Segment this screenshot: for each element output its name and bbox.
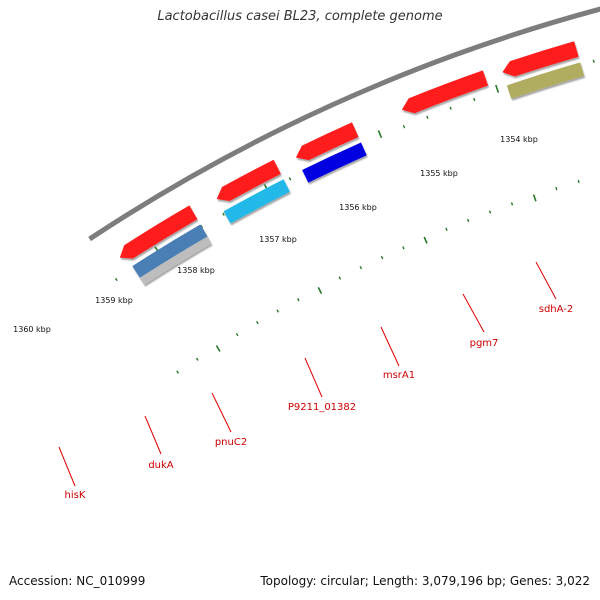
scale-tick <box>510 202 514 206</box>
scale-tick <box>402 125 406 129</box>
scale-tick <box>532 194 537 202</box>
scale-tick <box>276 309 280 313</box>
scale-tick <box>222 212 225 216</box>
gene-labels: hisK dukA pnuC2 P9211_01382 msrA1 pgm7 sdhA-2 <box>58 261 574 501</box>
gene-feature <box>401 70 489 114</box>
label-leader <box>462 293 485 333</box>
scale-labels: 1354 kbp 1355 kbp 1356 kbp 1357 kbp 1358 kbp… <box>13 135 538 334</box>
label-leader <box>144 415 162 455</box>
gene-feature <box>132 224 208 278</box>
scale-tick <box>296 298 300 302</box>
label-leader <box>535 261 557 300</box>
scale-tick <box>115 277 118 282</box>
map-title: Lactobacillus casei BL23, complete genom… <box>157 9 443 24</box>
scale-label: 1359 kbp <box>95 296 133 305</box>
scale-label: 1354 kbp <box>500 135 538 144</box>
gene-label-7: sdhA-2 <box>539 304 574 315</box>
accession-text: Accession: NC_010999 <box>9 574 146 588</box>
gene-label-2: dukA <box>148 460 173 471</box>
scale-tick <box>423 236 428 244</box>
genome-backbone <box>88 6 600 242</box>
label-leader <box>380 326 400 367</box>
scale-tick <box>495 84 500 93</box>
scale-tick <box>317 287 323 294</box>
scale-label: 1356 kbp <box>339 203 377 212</box>
gene-label-6: pgm7 <box>470 338 499 349</box>
scale-tick <box>195 357 199 361</box>
label-leader <box>304 357 323 398</box>
gene-feature <box>502 41 579 77</box>
summary-text: Topology: circular; Length: 3,079,196 bp… <box>260 574 590 588</box>
scale-tick <box>288 177 292 181</box>
scale-tick <box>215 345 221 352</box>
gene-feature <box>506 62 585 99</box>
scale-label: 1357 kbp <box>259 235 297 244</box>
scale-tick <box>473 97 476 102</box>
scale-label: 1360 kbp <box>13 325 51 334</box>
label-leader <box>211 392 232 433</box>
scale-tick <box>426 115 429 119</box>
scale-tick <box>402 246 405 250</box>
scale-tick <box>235 332 239 337</box>
gene-feature <box>302 142 367 183</box>
gene-label-4: P9211_01382 <box>288 402 356 413</box>
scale-label: 1358 kbp <box>177 266 215 275</box>
scale-tick <box>338 276 342 280</box>
scale-tick <box>466 218 470 223</box>
gene-feature <box>223 179 290 224</box>
scale-tick <box>176 370 180 374</box>
scale-tick <box>577 179 580 184</box>
gene-feature <box>139 236 212 285</box>
scale-tick <box>555 186 558 191</box>
scale-tick <box>445 227 448 231</box>
scale-label: 1355 kbp <box>420 169 458 178</box>
scale-tick <box>449 106 452 110</box>
gene-feature <box>119 205 198 259</box>
gene-feature <box>295 122 359 161</box>
gene-feature <box>216 159 281 201</box>
scale-tick <box>592 59 595 63</box>
gene-label-1: hisK <box>65 490 86 501</box>
gene-features <box>119 41 585 285</box>
scale-tick <box>359 265 363 270</box>
scale-tick <box>377 130 383 139</box>
label-leader <box>58 446 76 487</box>
scale-tick <box>380 255 384 260</box>
scale-tick <box>255 320 259 325</box>
gene-label-5: msrA1 <box>383 370 415 381</box>
gene-label-3: pnuC2 <box>215 437 247 448</box>
scale-tick <box>488 210 492 214</box>
